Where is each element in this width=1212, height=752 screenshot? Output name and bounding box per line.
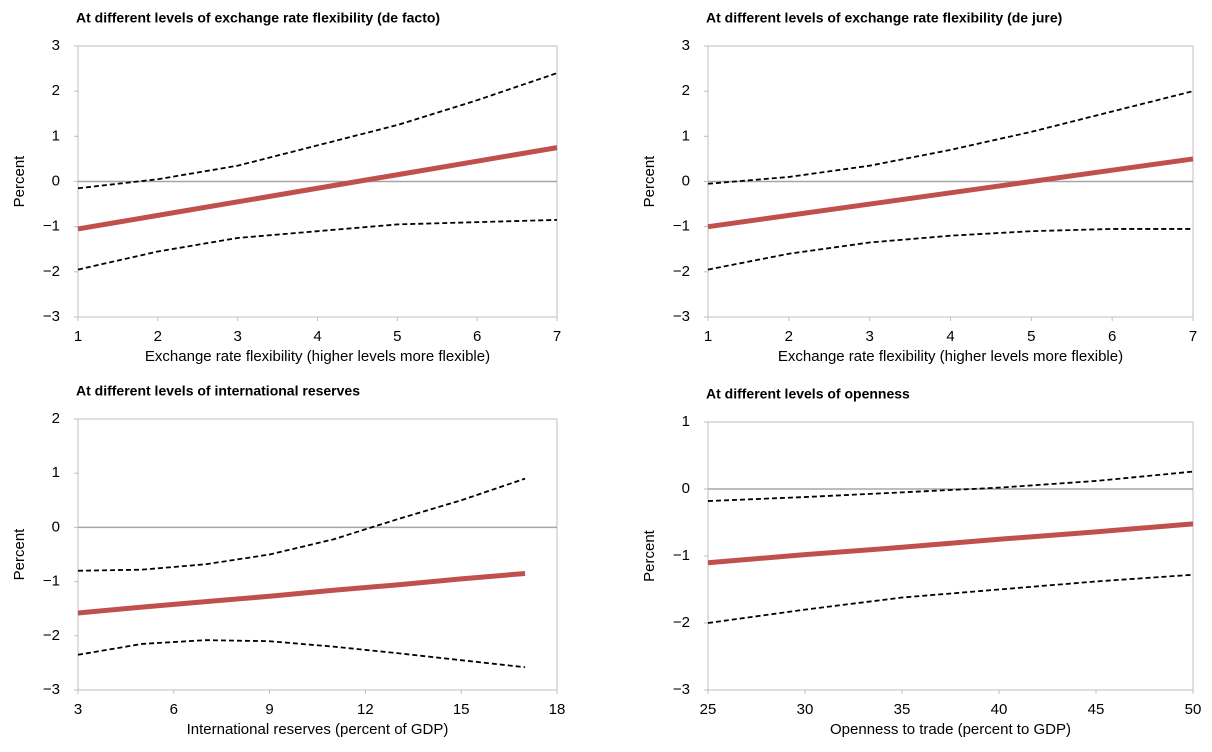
y-tick-label: 0	[682, 480, 690, 497]
y-axis-label: Percent	[11, 528, 28, 581]
y-tick-label: −3	[673, 681, 690, 698]
x-tick-label: 3	[74, 701, 82, 718]
x-tick-label: 35	[894, 701, 911, 718]
y-tick-label: −3	[673, 308, 690, 325]
y-tick-label: −3	[43, 681, 60, 698]
x-tick-label: 30	[797, 701, 814, 718]
x-tick-label: 5	[393, 328, 401, 345]
x-tick-label: 6	[1108, 328, 1116, 345]
x-tick-label: 4	[946, 328, 954, 345]
y-axis-label: Percent	[641, 155, 658, 208]
x-tick-label: 2	[785, 328, 793, 345]
y-tick-label: 2	[52, 410, 60, 427]
x-tick-label: 7	[1189, 328, 1197, 345]
confidence-band-line	[707, 573, 1194, 624]
y-tick-label: −1	[43, 218, 60, 235]
x-tick-label: 5	[1027, 328, 1035, 345]
x-axis-label: Exchange rate flexibility (higher levels…	[778, 348, 1123, 365]
plot-frame	[77, 418, 558, 691]
x-tick-label: 2	[154, 328, 162, 345]
x-tick-label: 3	[865, 328, 873, 345]
x-tick-label: 50	[1185, 701, 1202, 718]
x-tick-label: 9	[265, 701, 273, 718]
x-axis-label: Exchange rate flexibility (higher levels…	[145, 348, 490, 365]
chart-title: At different levels of openness	[706, 386, 910, 402]
estimate-line	[77, 145, 558, 232]
y-tick-label: 2	[52, 82, 60, 99]
y-tick-label: 1	[52, 127, 60, 144]
y-tick-label: 2	[682, 82, 690, 99]
confidence-band-line	[707, 470, 1194, 502]
y-tick-label: 1	[682, 127, 690, 144]
y-axis-label: Percent	[11, 155, 28, 208]
y-tick-label: −3	[43, 308, 60, 325]
x-tick-label: 6	[473, 328, 481, 345]
y-tick-label: 1	[52, 464, 60, 481]
y-tick-label: 0	[682, 172, 690, 189]
confidence-band-line	[77, 639, 526, 669]
x-tick-label: 6	[170, 701, 178, 718]
chart-title: At different levels of exchange rate fle…	[76, 10, 440, 26]
estimate-line	[707, 156, 1194, 230]
confidence-band-line	[707, 228, 1193, 271]
chart-title: At different levels of international res…	[76, 383, 360, 399]
y-tick-label: 3	[52, 37, 60, 54]
x-tick-label: 15	[453, 701, 470, 718]
x-tick-label: 12	[357, 701, 374, 718]
y-tick-label: 0	[52, 518, 60, 535]
x-tick-label: 4	[313, 328, 321, 345]
y-tick-label: −2	[43, 263, 60, 280]
y-tick-label: −1	[673, 547, 690, 564]
x-tick-label: 45	[1088, 701, 1105, 718]
estimate-line	[707, 521, 1194, 566]
x-tick-label: 1	[74, 328, 82, 345]
x-axis-label: Openness to trade (percent to GDP)	[830, 721, 1071, 738]
x-tick-label: 25	[700, 701, 717, 718]
estimate-line	[77, 570, 526, 616]
confidence-band-line	[77, 218, 558, 271]
x-tick-label: 40	[991, 701, 1008, 718]
y-tick-label: −1	[43, 573, 60, 590]
x-tick-label: 3	[233, 328, 241, 345]
y-axis-label: Percent	[641, 529, 658, 582]
confidence-band-line	[707, 90, 1194, 185]
y-tick-label: −2	[673, 263, 690, 280]
y-tick-label: −1	[673, 218, 690, 235]
x-tick-label: 1	[704, 328, 712, 345]
x-tick-label: 18	[549, 701, 566, 718]
confidence-band-line	[77, 72, 558, 190]
chart-title: At different levels of exchange rate fle…	[706, 10, 1062, 26]
y-tick-label: 1	[682, 413, 690, 430]
y-tick-label: −2	[673, 614, 690, 631]
y-tick-label: 3	[682, 37, 690, 54]
y-tick-label: −2	[43, 627, 60, 644]
x-axis-label: International reserves (percent of GDP)	[187, 721, 449, 738]
y-tick-label: 0	[52, 172, 60, 189]
confidence-band-line	[77, 477, 526, 572]
x-tick-label: 7	[553, 328, 561, 345]
